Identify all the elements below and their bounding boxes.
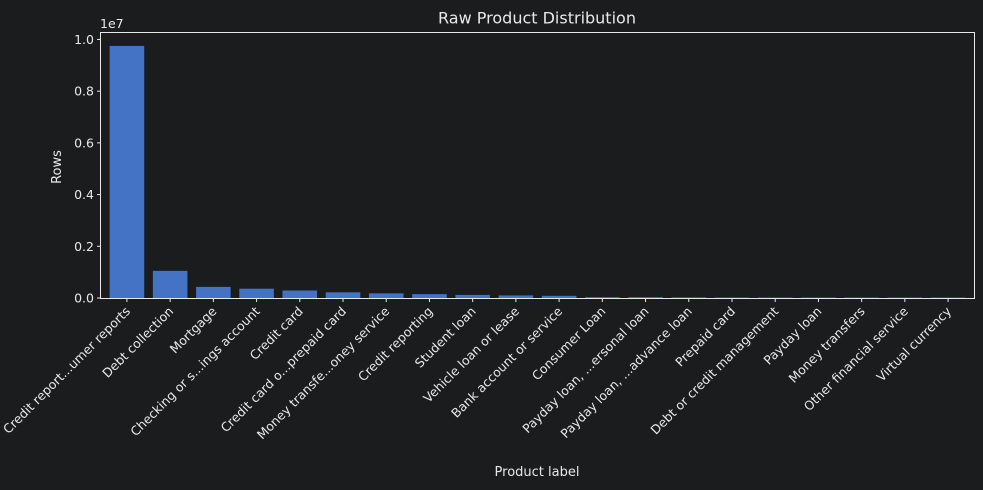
x-tick-label-11: Consumer Loan bbox=[529, 304, 609, 384]
bar-11 bbox=[585, 297, 620, 298]
y-tick-label-3: 0.6 bbox=[74, 135, 94, 150]
bar-8 bbox=[455, 294, 490, 298]
bar-2 bbox=[196, 286, 231, 298]
bar-10 bbox=[541, 295, 577, 298]
y-axis-scale-label: 1e7 bbox=[100, 16, 124, 31]
bars-group bbox=[109, 45, 966, 299]
bar-12 bbox=[628, 297, 663, 298]
bar-13 bbox=[671, 297, 707, 298]
chart-title: Raw Product Distribution bbox=[438, 9, 636, 28]
bar-4 bbox=[282, 290, 318, 298]
bar-0 bbox=[109, 45, 145, 299]
x-tick-label-19: Virtual currency bbox=[873, 303, 954, 384]
x-tick-label-7: Credit reporting bbox=[355, 304, 436, 385]
bar-1 bbox=[152, 270, 188, 298]
bar-5 bbox=[325, 292, 361, 298]
y-ticks-group: 0.0 0.2 0.4 0.6 0.8 1.0 bbox=[74, 32, 101, 306]
bar-6 bbox=[368, 293, 404, 298]
bar-7 bbox=[412, 294, 447, 298]
y-tick-label-2: 0.4 bbox=[74, 187, 94, 202]
x-axis-label: Product label bbox=[495, 465, 580, 480]
bar-3 bbox=[239, 288, 274, 298]
y-tick-label-4: 0.8 bbox=[74, 84, 94, 99]
x-tick-label-17: Money transfers bbox=[786, 304, 868, 386]
y-tick-label-1: 0.2 bbox=[74, 239, 94, 254]
y-tick-label-5: 1.0 bbox=[74, 32, 94, 47]
y-tick-label-0: 0.0 bbox=[74, 291, 94, 306]
plot-frame bbox=[100, 32, 975, 299]
bar-9 bbox=[498, 295, 534, 298]
y-axis-label: Rows bbox=[50, 150, 65, 184]
